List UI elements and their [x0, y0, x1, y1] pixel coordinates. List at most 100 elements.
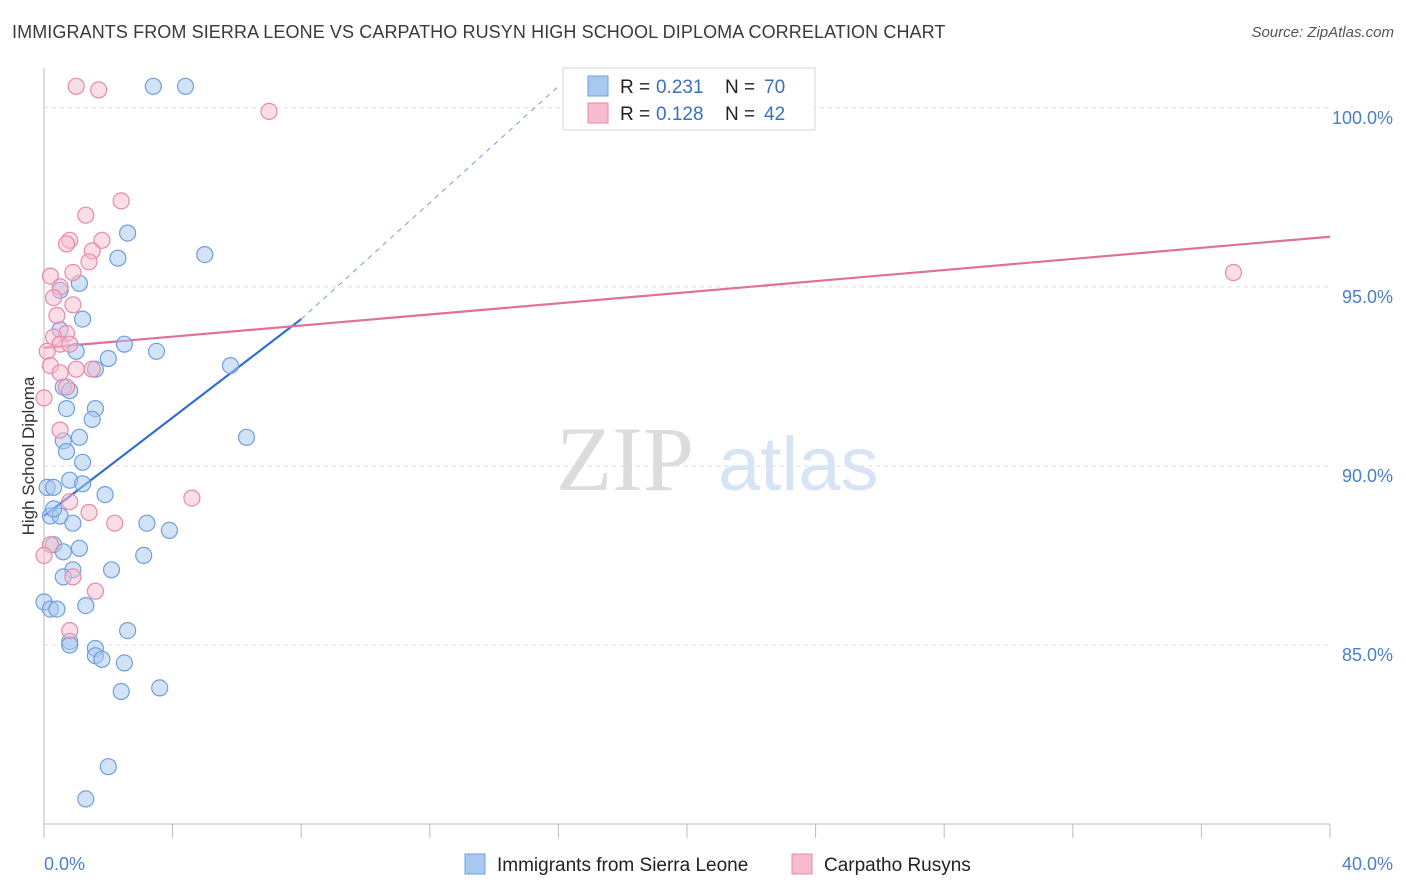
point-sierra-leone: [83, 410, 101, 428]
point-sierra-leone: [73, 310, 92, 328]
y-tick-label: 85.0%: [1342, 645, 1393, 665]
point-sierra-leone: [44, 500, 63, 518]
series-legend-swatch-blue: [464, 853, 486, 875]
point-sierra-leone: [61, 636, 79, 654]
point-carpatho-rusyn: [67, 77, 85, 95]
point-carpatho-rusyn: [38, 342, 56, 360]
point-carpatho-rusyn: [64, 568, 82, 586]
point-sierra-leone: [115, 654, 134, 672]
point-carpatho-rusyn: [77, 206, 95, 224]
point-carpatho-rusyn: [51, 364, 69, 382]
point-carpatho-rusyn: [83, 360, 101, 378]
source-credit: Source: ZipAtlas.com: [1251, 24, 1394, 41]
point-sierra-leone: [115, 335, 134, 353]
x-tick-labels: 0.0% 40.0%: [44, 854, 1393, 874]
stats-legend-swatch-blue: [587, 75, 609, 97]
y-tick-label: 95.0%: [1342, 287, 1393, 307]
point-sierra-leone: [93, 650, 111, 668]
axes: [43, 68, 1331, 838]
trend-extension-sierra-leone: [300, 85, 559, 320]
y-tick-label: 90.0%: [1342, 466, 1393, 486]
point-sierra-leone: [109, 249, 127, 267]
point-sierra-leone: [118, 224, 137, 242]
point-carpatho-rusyn: [93, 231, 111, 249]
point-sierra-leone: [96, 486, 114, 504]
point-sierra-leone: [73, 453, 92, 471]
stats-legend-n-label: N =: [725, 77, 755, 98]
point-carpatho-rusyn: [64, 263, 82, 282]
point-sierra-leone: [99, 758, 117, 776]
point-sierra-leone: [138, 514, 156, 532]
y-tick-label: 100.0%: [1332, 108, 1393, 128]
gridlines: [44, 107, 1330, 646]
point-sierra-leone: [237, 428, 256, 446]
point-sierra-leone: [221, 357, 240, 375]
series-legend-label: Immigrants from Sierra Leone: [497, 855, 748, 876]
stats-legend: R = 0.231 N = 70 R = 0.128 N = 42: [562, 67, 816, 131]
point-sierra-leone: [57, 400, 76, 418]
stats-legend-r-value: 0.231: [656, 77, 704, 98]
stats-legend-n-label: N =: [725, 104, 755, 125]
point-carpatho-rusyn: [61, 621, 79, 640]
point-sierra-leone: [57, 443, 76, 461]
point-sierra-leone: [151, 679, 169, 697]
x-tick-label: 40.0%: [1342, 854, 1393, 874]
point-carpatho-rusyn: [44, 289, 63, 307]
point-sierra-leone: [112, 682, 130, 701]
point-carpatho-rusyn: [61, 493, 79, 511]
stats-legend-n-value: 70: [764, 77, 785, 98]
point-carpatho-rusyn: [48, 306, 66, 325]
point-sierra-leone: [64, 514, 82, 532]
point-carpatho-rusyn: [112, 192, 130, 210]
chart-title: IMMIGRANTS FROM SIERRA LEONE VS CARPATHO…: [12, 22, 946, 42]
point-carpatho-rusyn: [80, 253, 98, 271]
y-axis-label: High School Diploma: [19, 376, 38, 535]
series-legend: Immigrants from Sierra Leone Carpatho Ru…: [464, 853, 971, 876]
point-carpatho-rusyn: [57, 378, 76, 396]
point-sierra-leone: [54, 543, 72, 561]
point-carpatho-rusyn: [106, 514, 124, 532]
point-carpatho-rusyn: [67, 360, 85, 378]
point-sierra-leone: [48, 600, 66, 618]
y-tick-labels: 85.0% 90.0% 95.0% 100.0%: [1332, 108, 1393, 665]
point-carpatho-rusyn: [80, 503, 98, 522]
point-sierra-leone: [144, 77, 162, 95]
point-sierra-leone: [196, 246, 214, 264]
point-carpatho-rusyn: [86, 582, 105, 600]
stats-legend-n-value: 42: [764, 104, 785, 125]
watermark: ZIP atlas: [556, 408, 879, 510]
point-sierra-leone: [44, 478, 63, 496]
point-sierra-leone: [118, 621, 137, 640]
series-legend-swatch-pink: [791, 853, 813, 875]
point-carpatho-rusyn: [1224, 263, 1243, 282]
stats-legend-r-value: 0.128: [656, 104, 704, 125]
point-carpatho-rusyn: [90, 81, 108, 99]
point-carpatho-rusyn: [61, 335, 79, 353]
point-carpatho-rusyn: [260, 102, 278, 121]
point-sierra-leone: [102, 561, 121, 579]
point-sierra-leone: [135, 546, 153, 565]
point-carpatho-rusyn: [35, 546, 53, 565]
trend-line-carpatho-rusyn: [43, 235, 1331, 349]
series-legend-label: Carpatho Rusyns: [824, 855, 971, 876]
point-sierra-leone: [77, 596, 95, 615]
point-sierra-leone: [77, 790, 95, 808]
watermark-zip: ZIP: [556, 408, 694, 510]
point-carpatho-rusyn: [57, 235, 76, 253]
point-sierra-leone: [99, 349, 117, 368]
point-sierra-leone: [73, 475, 92, 493]
point-sierra-leone: [160, 521, 178, 540]
x-tick-label: 0.0%: [44, 854, 85, 874]
point-carpatho-rusyn: [183, 489, 201, 507]
data-points: [35, 77, 1243, 808]
stats-legend-swatch-pink: [587, 102, 609, 124]
point-sierra-leone: [147, 342, 166, 360]
point-sierra-leone: [176, 77, 195, 95]
stats-legend-r-label: R =: [620, 77, 650, 98]
point-sierra-leone: [70, 428, 89, 446]
watermark-atlas: atlas: [718, 422, 879, 507]
point-carpatho-rusyn: [64, 296, 82, 314]
point-carpatho-rusyn: [51, 421, 69, 439]
point-carpatho-rusyn: [41, 267, 60, 285]
